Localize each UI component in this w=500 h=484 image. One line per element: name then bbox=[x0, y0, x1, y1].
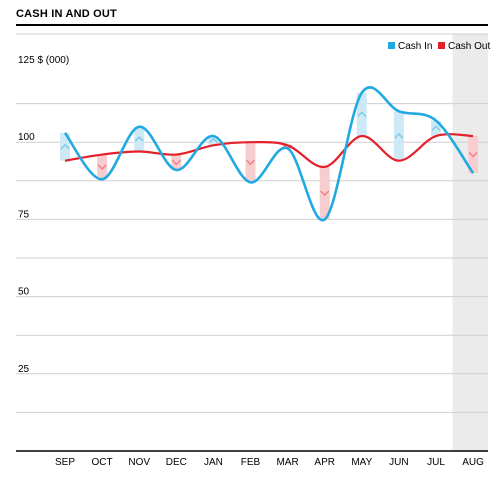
x-tick-label: DEC bbox=[166, 457, 187, 468]
difference-bar bbox=[208, 136, 219, 146]
difference-bar bbox=[60, 132, 70, 161]
y-tick-label: 100 bbox=[18, 132, 35, 143]
difference-bar bbox=[171, 154, 182, 170]
difference-bar bbox=[393, 111, 404, 161]
chart-title: CASH IN AND OUT bbox=[16, 8, 117, 20]
cash-out-line bbox=[64, 133, 474, 169]
up-chevron-icon bbox=[394, 133, 404, 139]
down-chevron-icon bbox=[246, 159, 255, 166]
legend-label-cash-in: Cash In bbox=[398, 41, 432, 52]
x-tick-label: NOV bbox=[128, 457, 150, 468]
x-tick-label: MAR bbox=[276, 457, 298, 468]
x-tick-label: OCT bbox=[92, 457, 113, 468]
up-chevron-icon bbox=[357, 111, 367, 117]
down-chevron-icon bbox=[320, 190, 330, 197]
legend-label-cash-out: Cash Out bbox=[448, 41, 490, 52]
x-tick-label: AUG bbox=[462, 457, 484, 468]
up-chevron-icon bbox=[134, 136, 144, 142]
difference-bar bbox=[97, 154, 108, 180]
down-chevron-icon bbox=[468, 152, 478, 158]
x-tick-label: APR bbox=[314, 457, 335, 468]
highlight-region bbox=[452, 34, 488, 451]
y-tick-label: 25 bbox=[18, 364, 30, 375]
x-tick-label: SEP bbox=[55, 457, 75, 468]
x-tick-label: FEB bbox=[241, 457, 261, 468]
x-tick-label: JAN bbox=[204, 457, 223, 468]
difference-bar bbox=[468, 136, 479, 174]
x-tick-label: JUL bbox=[427, 457, 445, 468]
difference-bar bbox=[319, 166, 330, 220]
up-chevron-icon bbox=[60, 143, 70, 150]
down-chevron-icon bbox=[171, 159, 181, 166]
difference-bar bbox=[282, 145, 293, 149]
y-tick-label: 125 $ (000) bbox=[18, 55, 69, 66]
title-divider bbox=[16, 24, 488, 26]
legend-swatch-cash-out bbox=[438, 42, 445, 49]
difference-bar bbox=[431, 120, 441, 137]
legend-swatch-cash-in bbox=[388, 42, 395, 49]
difference-bar bbox=[245, 142, 256, 183]
up-chevron-icon bbox=[208, 137, 218, 144]
y-tick-label: 75 bbox=[18, 209, 30, 220]
difference-bar bbox=[356, 92, 367, 137]
y-tick-label: 50 bbox=[18, 287, 30, 298]
x-tick-label: JUN bbox=[389, 457, 408, 468]
difference-bar bbox=[134, 126, 145, 152]
cash-in-line bbox=[63, 86, 475, 222]
x-tick-label: MAY bbox=[351, 457, 372, 468]
down-chevron-icon bbox=[97, 164, 107, 170]
up-chevron-icon bbox=[431, 125, 441, 131]
